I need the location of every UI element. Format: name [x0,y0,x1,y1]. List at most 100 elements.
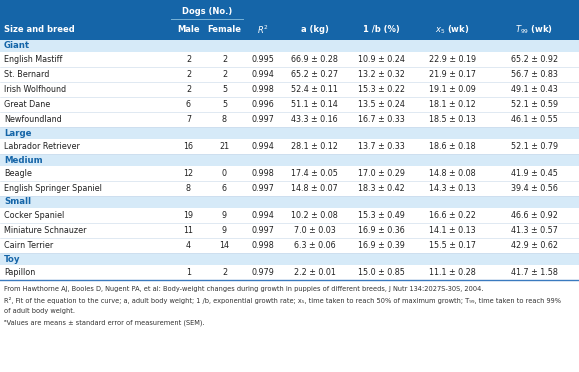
Bar [0,196,579,208]
Text: From Hawthorne AJ, Booles D, Nugent PA, et al: Body-weight changes during growth: From Hawthorne AJ, Booles D, Nugent PA, … [4,286,483,292]
Text: 5: 5 [222,100,227,109]
Bar [0,127,579,139]
Text: 11: 11 [184,226,193,235]
Text: 21: 21 [219,142,229,151]
Bar [0,166,579,181]
Text: 4: 4 [186,241,191,250]
Bar [0,223,579,238]
Text: 56.7 ± 0.83: 56.7 ± 0.83 [511,70,558,79]
Text: 0.998: 0.998 [251,241,274,250]
Text: 65.2 ± 0.92: 65.2 ± 0.92 [511,55,558,64]
Text: Newfoundland: Newfoundland [4,115,62,124]
Text: 49.1 ± 0.43: 49.1 ± 0.43 [511,85,558,94]
Text: 19.1 ± 0.09: 19.1 ± 0.09 [429,85,476,94]
Text: Toy: Toy [4,254,20,263]
Text: 9: 9 [222,226,227,235]
Bar [0,112,579,127]
Bar [0,139,579,154]
Bar [0,154,579,166]
Text: 39.4 ± 0.56: 39.4 ± 0.56 [511,184,558,193]
Text: Female: Female [207,25,241,34]
Text: ᵃValues are means ± standard error of measurement (SEM).: ᵃValues are means ± standard error of me… [4,319,204,326]
Text: Cocker Spaniel: Cocker Spaniel [4,211,64,220]
Text: 10.9 ± 0.24: 10.9 ± 0.24 [358,55,405,64]
Text: 0.997: 0.997 [251,184,274,193]
Text: 12: 12 [184,169,193,178]
Text: 14.8 ± 0.08: 14.8 ± 0.08 [429,169,476,178]
Text: 41.3 ± 0.57: 41.3 ± 0.57 [511,226,558,235]
Text: 15.3 ± 0.49: 15.3 ± 0.49 [358,211,405,220]
Text: 18.6 ± 0.18: 18.6 ± 0.18 [429,142,476,151]
Bar [0,67,579,82]
Text: 41.9 ± 0.45: 41.9 ± 0.45 [511,169,558,178]
Text: Great Dane: Great Dane [4,100,50,109]
Text: 13.2 ± 0.32: 13.2 ± 0.32 [358,70,405,79]
Text: 16.9 ± 0.39: 16.9 ± 0.39 [358,241,405,250]
Text: 21.9 ± 0.17: 21.9 ± 0.17 [429,70,476,79]
Text: 18.5 ± 0.13: 18.5 ± 0.13 [429,115,476,124]
Bar [0,208,579,223]
Text: 66.9 ± 0.28: 66.9 ± 0.28 [291,55,338,64]
Text: 0.996: 0.996 [251,100,274,109]
Text: St. Bernard: St. Bernard [4,70,49,79]
Text: 2: 2 [222,55,227,64]
Text: 16: 16 [184,142,193,151]
Text: 0: 0 [222,169,227,178]
Text: 1: 1 [186,268,191,277]
Text: 0.997: 0.997 [251,115,274,124]
Text: 0.979: 0.979 [251,268,274,277]
Text: 2: 2 [186,85,191,94]
Text: 7: 7 [186,115,191,124]
Text: Male: Male [177,25,200,34]
Text: Large: Large [4,128,31,138]
Text: R², Fit of the equation to the curve; a, adult body weight; 1 /b, exponential gr: R², Fit of the equation to the curve; a,… [4,297,561,304]
Text: 5: 5 [222,85,227,94]
Text: 9: 9 [222,211,227,220]
Bar [0,253,579,265]
Text: 2: 2 [186,55,191,64]
Text: 13.7 ± 0.33: 13.7 ± 0.33 [358,142,404,151]
Text: 51.1 ± 0.14: 51.1 ± 0.14 [291,100,338,109]
Text: Cairn Terrier: Cairn Terrier [4,241,53,250]
Text: 2.2 ± 0.01: 2.2 ± 0.01 [294,268,335,277]
Text: 46.6 ± 0.92: 46.6 ± 0.92 [511,211,558,220]
Text: 0.998: 0.998 [251,85,274,94]
Bar [0,265,579,280]
Text: Miniature Schnauzer: Miniature Schnauzer [4,226,86,235]
Text: 2: 2 [222,70,227,79]
Text: 28.1 ± 0.12: 28.1 ± 0.12 [291,142,338,151]
Bar [0,181,579,196]
Text: $R^2$: $R^2$ [256,23,268,36]
Text: 2: 2 [222,268,227,277]
Text: 7.0 ± 0.03: 7.0 ± 0.03 [294,226,335,235]
Bar [0,97,579,112]
Text: 2: 2 [186,70,191,79]
Text: 6: 6 [222,184,227,193]
Text: 6.3 ± 0.06: 6.3 ± 0.06 [294,241,335,250]
Text: 22.9 ± 0.19: 22.9 ± 0.19 [429,55,476,64]
Text: Papillon: Papillon [4,268,35,277]
Text: 42.9 ± 0.62: 42.9 ± 0.62 [511,241,558,250]
Bar [0,40,579,52]
Text: 14.1 ± 0.13: 14.1 ± 0.13 [429,226,476,235]
Bar [0,52,579,67]
Text: 14.3 ± 0.13: 14.3 ± 0.13 [429,184,476,193]
Text: 0.997: 0.997 [251,226,274,235]
Text: 15.3 ± 0.22: 15.3 ± 0.22 [357,85,405,94]
Text: a (kg): a (kg) [301,25,328,34]
Text: 15.0 ± 0.85: 15.0 ± 0.85 [358,268,405,277]
Text: 16.9 ± 0.36: 16.9 ± 0.36 [358,226,404,235]
Text: 52.1 ± 0.59: 52.1 ± 0.59 [511,100,558,109]
Bar [0,82,579,97]
Bar [0,0,579,40]
Text: Irish Wolfhound: Irish Wolfhound [4,85,66,94]
Text: of adult body weight.: of adult body weight. [4,308,75,314]
Text: Small: Small [4,198,31,206]
Text: 0.998: 0.998 [251,169,274,178]
Text: English Springer Spaniel: English Springer Spaniel [4,184,102,193]
Text: Medium: Medium [4,155,43,164]
Text: 0.995: 0.995 [251,55,274,64]
Text: 17.0 ± 0.29: 17.0 ± 0.29 [357,169,405,178]
Text: Dogs (No.): Dogs (No.) [182,7,232,16]
Text: Beagle: Beagle [4,169,32,178]
